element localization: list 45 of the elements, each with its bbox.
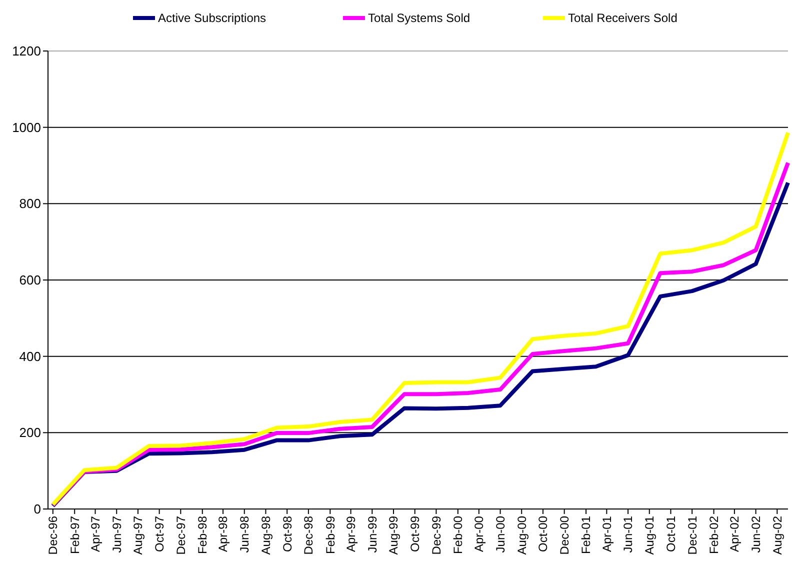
x-tick-label: Dec-98 xyxy=(302,516,316,555)
y-tick-label: 1000 xyxy=(12,120,41,135)
x-tick-label: Jun-98 xyxy=(238,516,252,553)
x-tick-label: Dec-01 xyxy=(685,516,700,555)
x-tick-label: Apr-97 xyxy=(88,516,102,552)
x-tick-label: Apr-98 xyxy=(216,516,230,552)
x-tick-label: Apr-00 xyxy=(472,516,486,552)
x-tick-label: Jun-99 xyxy=(365,516,380,553)
x-tick-label: Dec-96 xyxy=(46,516,60,555)
x-tick-label: Jun-02 xyxy=(748,516,763,553)
x-tick-label: Oct-97 xyxy=(152,516,167,552)
x-tick-label: Aug-98 xyxy=(258,516,273,555)
x-tick-label: Dec-00 xyxy=(558,516,572,555)
x-tick-label: Oct-01 xyxy=(664,516,678,552)
y-tick-label: 0 xyxy=(34,502,41,517)
x-tick-label: Jun-01 xyxy=(621,516,636,553)
x-tick-label: Dec-97 xyxy=(174,516,188,555)
x-tick-label: Dec-99 xyxy=(429,516,444,555)
x-tick-label: Feb-00 xyxy=(451,516,466,554)
x-tick-label: Aug-02 xyxy=(770,516,784,555)
x-tick-label: Jun-00 xyxy=(493,516,508,553)
x-tick-label: Apr-02 xyxy=(728,516,742,552)
x-tick-label: Apr-99 xyxy=(344,516,358,552)
x-tick-label: Oct-98 xyxy=(280,516,294,552)
legend-label: Total Systems Sold xyxy=(368,11,470,26)
x-tick-label: Feb-97 xyxy=(68,516,82,554)
x-tick-label: Oct-99 xyxy=(408,516,422,552)
x-tick-label: Oct-00 xyxy=(536,516,550,552)
x-tick-label: Feb-02 xyxy=(706,516,721,554)
y-tick-label: 1200 xyxy=(12,44,41,59)
x-tick-label: Aug-01 xyxy=(642,516,657,555)
y-tick-label: 400 xyxy=(19,348,41,364)
x-tick-label: Feb-01 xyxy=(579,516,594,554)
legend-label: Active Subscriptions xyxy=(158,11,266,26)
x-tick-label: Feb-99 xyxy=(323,516,338,554)
x-tick-label: Apr-01 xyxy=(600,516,614,552)
x-tick-label: Jun-97 xyxy=(110,516,124,553)
x-tick-label: Aug-99 xyxy=(386,516,401,555)
x-tick-label: Aug-00 xyxy=(514,516,529,555)
y-tick-label: 600 xyxy=(19,272,41,288)
legend-label: Total Receivers Sold xyxy=(568,11,678,26)
y-tick-label: 800 xyxy=(19,196,41,212)
x-tick-label: Feb-98 xyxy=(196,516,210,554)
y-tick-label: 200 xyxy=(19,425,41,440)
x-tick-label: Aug-97 xyxy=(131,516,146,555)
